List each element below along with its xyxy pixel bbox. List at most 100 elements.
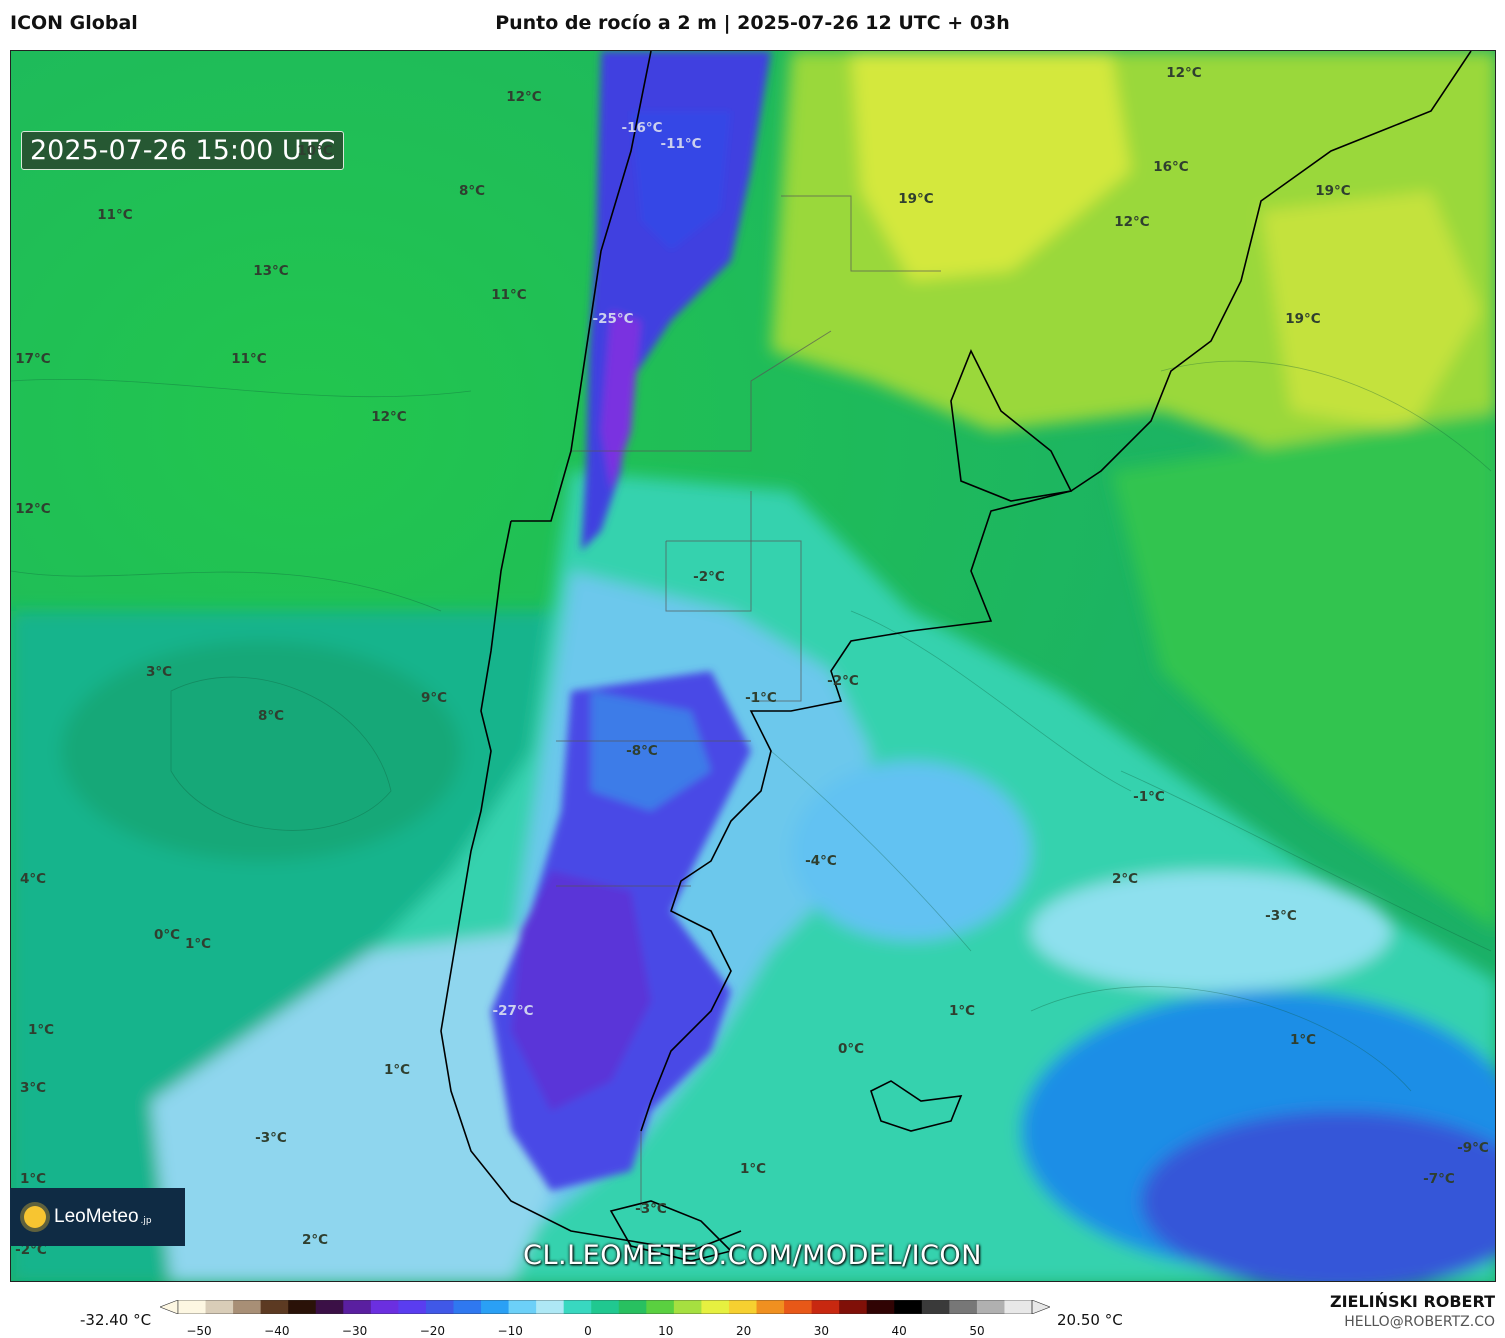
legend-color-swatch: [894, 1300, 923, 1314]
legend-color-swatch: [205, 1300, 234, 1314]
temp-label: -11°C: [660, 136, 702, 152]
temp-label: -3°C: [255, 1130, 287, 1146]
legend-color-swatch: [701, 1300, 730, 1314]
legend-tick-label: −10: [497, 1324, 523, 1338]
temp-label: 11°C: [97, 207, 133, 223]
logo-suffix: .jp: [140, 1216, 152, 1226]
legend-high-arrow: [1031, 1300, 1050, 1314]
source-url-watermark: CL.LEOMETEO.COM/MODEL/ICON: [523, 1240, 982, 1271]
legend-color-swatch: [591, 1300, 620, 1314]
temp-label: 9°C: [420, 690, 448, 706]
temp-label: -7°C: [1423, 1171, 1455, 1187]
legend-color-swatch: [508, 1300, 537, 1314]
legend-color-swatch: [673, 1300, 702, 1314]
temp-label: -9°C: [1457, 1140, 1489, 1156]
legend-color-swatch: [866, 1300, 895, 1314]
map-canvas[interactable]: 2025-07-26 15:00 UTC 12°C 10°C 8°C 11°C …: [10, 50, 1496, 1282]
map-title: Punto de rocío a 2 m | 2025-07-26 12 UTC…: [495, 12, 1010, 34]
temp-label: 3°C: [19, 1080, 47, 1096]
temp-label: 1°C: [948, 1003, 976, 1019]
sun-icon: [24, 1206, 46, 1228]
temp-label: 16°C: [1153, 159, 1189, 175]
legend-tick-label: 0: [584, 1324, 592, 1338]
legend-color-swatch: [425, 1300, 454, 1314]
temp-label: 1°C: [19, 1171, 47, 1187]
temp-label: 1°C: [1289, 1032, 1317, 1048]
legend-color-swatch: [949, 1300, 978, 1314]
temp-label: -25°C: [592, 311, 634, 327]
color-scale-bar: [160, 1300, 1050, 1314]
valid-time-badge: 2025-07-26 15:00 UTC: [21, 131, 345, 170]
temp-label: -8°C: [626, 743, 658, 759]
legend-color-swatch: [563, 1300, 592, 1314]
temp-label: 19°C: [1315, 183, 1351, 199]
legend-color-swatch: [260, 1300, 289, 1314]
leometeo-logo[interactable]: LeoMeteo .jp: [10, 1188, 185, 1246]
legend-tick-label: −30: [341, 1324, 368, 1338]
temp-label: -16°C: [621, 120, 663, 136]
temp-label: -27°C: [492, 1003, 534, 1019]
temp-label: 12°C: [1114, 214, 1150, 230]
legend-low-arrow: [160, 1300, 179, 1314]
temp-label: -4°C: [805, 853, 837, 869]
temp-label: 10°C: [297, 143, 333, 159]
temp-label: 17°C: [15, 351, 51, 367]
temp-label: 11°C: [491, 287, 527, 303]
legend-color-swatch: [343, 1300, 372, 1314]
legend-color-swatch: [618, 1300, 647, 1314]
temp-label: -3°C: [1265, 908, 1297, 924]
legend-color-swatch: [646, 1300, 675, 1314]
temp-label: 11°C: [231, 351, 267, 367]
temp-label: 2°C: [301, 1232, 329, 1248]
temp-label: 12°C: [15, 501, 51, 517]
legend-color-swatch: [178, 1300, 207, 1314]
legend-color-swatch: [811, 1300, 840, 1314]
temp-label: 1°C: [739, 1161, 767, 1177]
temp-label: -2°C: [15, 1242, 47, 1258]
temp-label: 12°C: [1166, 65, 1202, 81]
temp-label: 1°C: [27, 1022, 55, 1038]
temp-label: 2°C: [1111, 871, 1139, 887]
legend-color-swatch: [398, 1300, 427, 1314]
legend-tick-label: 50: [969, 1324, 985, 1338]
legend-color-swatch: [288, 1300, 317, 1314]
legend-color-swatch: [1004, 1300, 1033, 1314]
legend-tick-label: 10: [658, 1324, 674, 1338]
logo-text: LeoMeteo: [54, 1206, 139, 1227]
temp-label: 0°C: [153, 927, 181, 943]
temp-label: 19°C: [1285, 311, 1321, 327]
dewpoint-map: [11, 51, 1495, 1281]
temp-label: -2°C: [827, 673, 859, 689]
legend-tick-label: −50: [186, 1324, 212, 1338]
legend-tick-label: 20: [735, 1324, 752, 1338]
temp-label: 8°C: [458, 183, 486, 199]
legend-color-swatch: [536, 1300, 565, 1314]
temp-label: 3°C: [145, 664, 173, 680]
temp-label: 1°C: [184, 936, 212, 952]
legend-color-swatch: [315, 1300, 344, 1314]
temp-label: -3°C: [635, 1201, 667, 1217]
legend-tick-label: 30: [813, 1324, 830, 1338]
temp-label: -1°C: [1133, 789, 1165, 805]
model-name: ICON Global: [10, 12, 138, 34]
legend-color-swatch: [784, 1300, 813, 1314]
temp-label: 1°C: [383, 1062, 411, 1078]
legend-color-swatch: [233, 1300, 262, 1314]
legend-color-swatch: [370, 1300, 399, 1314]
legend-color-swatch: [756, 1300, 785, 1314]
temp-label: 13°C: [253, 263, 289, 279]
temp-label: 4°C: [19, 871, 47, 887]
author-credit: ZIELIŃSKI ROBERT: [1329, 1292, 1495, 1311]
temp-label: 12°C: [371, 409, 407, 425]
temp-label: -1°C: [745, 690, 777, 706]
legend-border: [177, 1300, 1033, 1314]
legend-color-swatch: [921, 1300, 950, 1314]
temp-label: 0°C: [837, 1041, 865, 1057]
temp-label: -2°C: [693, 569, 725, 585]
temp-label: 19°C: [898, 191, 934, 207]
author-email[interactable]: HELLO@ROBERTZ.CO: [1344, 1314, 1495, 1330]
legend-tick-label: −40: [264, 1324, 290, 1338]
legend-color-swatch: [976, 1300, 1005, 1314]
temp-label: 12°C: [506, 89, 542, 105]
legend-max-value: 20.50 °C: [1057, 1311, 1123, 1329]
